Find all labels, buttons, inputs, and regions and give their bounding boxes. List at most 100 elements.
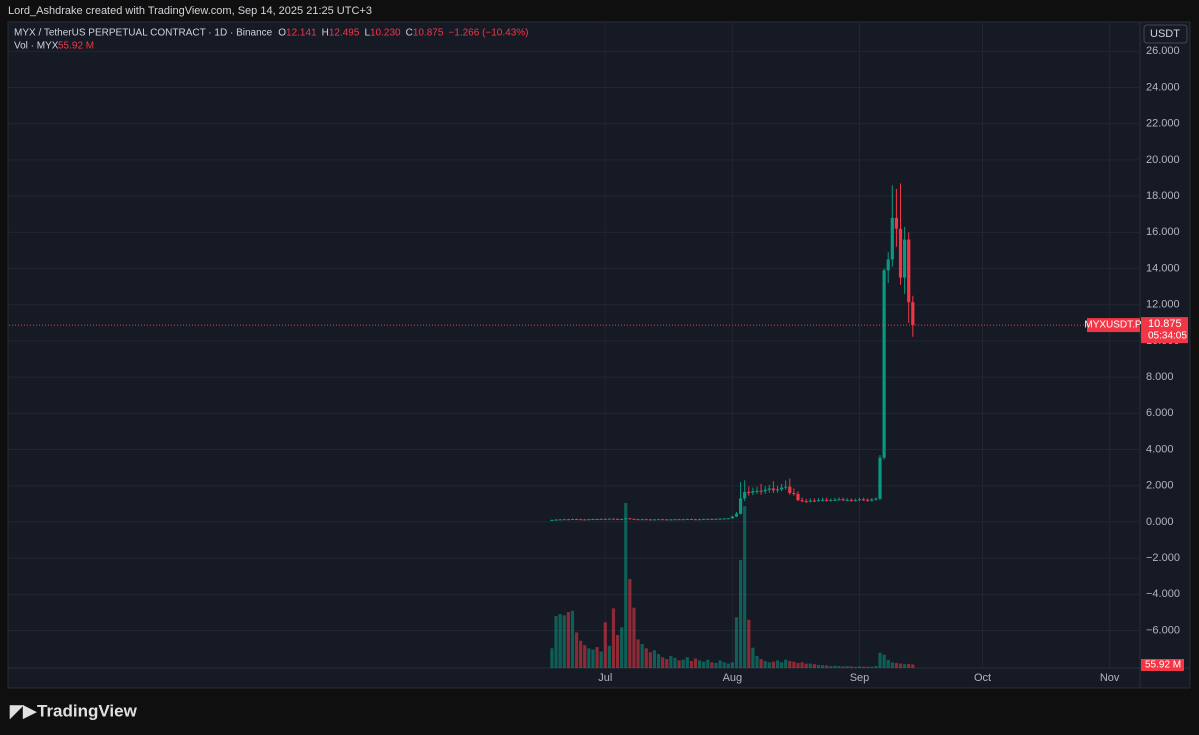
candle-body (677, 519, 681, 521)
candle-body (820, 499, 825, 501)
volume-bar (878, 652, 882, 668)
candle-body (726, 518, 730, 520)
volume-bar (583, 645, 587, 668)
volume-bar (747, 619, 751, 668)
candle-body (759, 490, 763, 492)
volume-bar (755, 655, 759, 668)
x-tick-label: Nov (1100, 672, 1120, 684)
candle-body (681, 519, 685, 521)
volume-bar (792, 661, 796, 668)
volume-bar (574, 632, 579, 668)
volume-bar (710, 662, 714, 668)
candle-body (784, 486, 788, 488)
candle-body (833, 499, 837, 501)
x-tick-label: Jul (598, 672, 612, 684)
candle-body (857, 499, 862, 501)
ohlc-legend: C (406, 28, 413, 39)
candle-body (607, 518, 611, 520)
candle-body (685, 519, 689, 521)
y-tick-label: −2.000 (1146, 552, 1180, 564)
volume-bar (632, 607, 636, 668)
volume-bar (784, 659, 788, 668)
volume-bar (759, 659, 763, 668)
candle-body (849, 499, 853, 501)
volume-bar (894, 662, 899, 668)
volume-bar (853, 666, 858, 668)
volume-bar (804, 663, 808, 668)
volume-bar (796, 662, 800, 668)
candle-body (825, 499, 829, 501)
volume-bar (816, 664, 821, 668)
candle-body (837, 499, 841, 501)
candle-body (730, 516, 734, 519)
volume-bar (661, 657, 665, 668)
currency-button[interactable] (1143, 24, 1188, 44)
candle-body (751, 491, 755, 493)
candle-body (878, 457, 882, 499)
ohlc-legend: −1.266 (−10.43%) (448, 28, 528, 39)
currency[interactable]: USDT (1150, 28, 1180, 40)
ohlc-legend: L (364, 28, 370, 39)
y-tick-label: 16.000 (1146, 226, 1180, 238)
volume-bar (738, 560, 743, 668)
volume-legend: 55.92 M (58, 41, 94, 52)
candle-body (661, 519, 665, 521)
volume-bar (579, 640, 583, 668)
volume-bar (779, 662, 784, 668)
volume-bar (820, 665, 825, 668)
candle-body (702, 519, 706, 521)
volume-bar (681, 659, 685, 668)
symbol-badge: MYXUSDT.P (1084, 320, 1142, 331)
volume-bar (775, 660, 780, 668)
y-tick-label: −6.000 (1146, 624, 1180, 636)
price-badge-bg (1141, 317, 1188, 344)
candle-body (595, 519, 599, 521)
candle-body (566, 519, 570, 521)
ohlc-legend: H (322, 28, 329, 39)
ohlc-legend: 10.230 (370, 28, 401, 39)
candle-body (870, 499, 874, 501)
y-tick-label: 2.000 (1146, 480, 1174, 492)
volume-bar (903, 664, 907, 668)
volume-bar (665, 659, 669, 668)
volume-bar (898, 663, 903, 668)
candle-body (829, 500, 833, 502)
volume-bar (882, 654, 886, 668)
volume-bar (714, 662, 718, 668)
x-tick-label: Oct (974, 672, 991, 684)
candle-body (874, 498, 878, 500)
volume-bar (566, 612, 570, 668)
volume-bar (603, 622, 607, 668)
candle-body (796, 493, 800, 501)
volume-bar (669, 655, 673, 668)
volume-bar (870, 666, 874, 668)
candle-body (611, 518, 616, 520)
volume-bar (788, 661, 792, 668)
volume-bar (636, 639, 640, 668)
volume-bar (595, 647, 599, 668)
candle-body (862, 499, 866, 501)
candle-body (845, 499, 849, 501)
volume-bar (607, 645, 611, 668)
x-tick-label: Sep (850, 672, 870, 684)
logo: TradingView (37, 701, 138, 720)
volume-bar (833, 665, 837, 668)
candle-body (779, 487, 784, 490)
candle-body (804, 501, 808, 503)
volume-bar (812, 664, 816, 668)
candle-body (669, 519, 673, 521)
volume-bar (862, 666, 866, 668)
candle-body (591, 519, 595, 521)
x-tick-label: Aug (723, 672, 743, 684)
candle-body (841, 499, 845, 501)
candle-body (722, 518, 726, 520)
volume-bar (587, 648, 591, 668)
candle-body (570, 519, 575, 521)
volume-bar (599, 651, 603, 668)
volume-badge: 55.92 M (1145, 660, 1181, 671)
volume-bar (763, 661, 767, 668)
volume-bar (591, 649, 595, 668)
candle-body (624, 518, 628, 520)
volume-bar (771, 661, 775, 668)
